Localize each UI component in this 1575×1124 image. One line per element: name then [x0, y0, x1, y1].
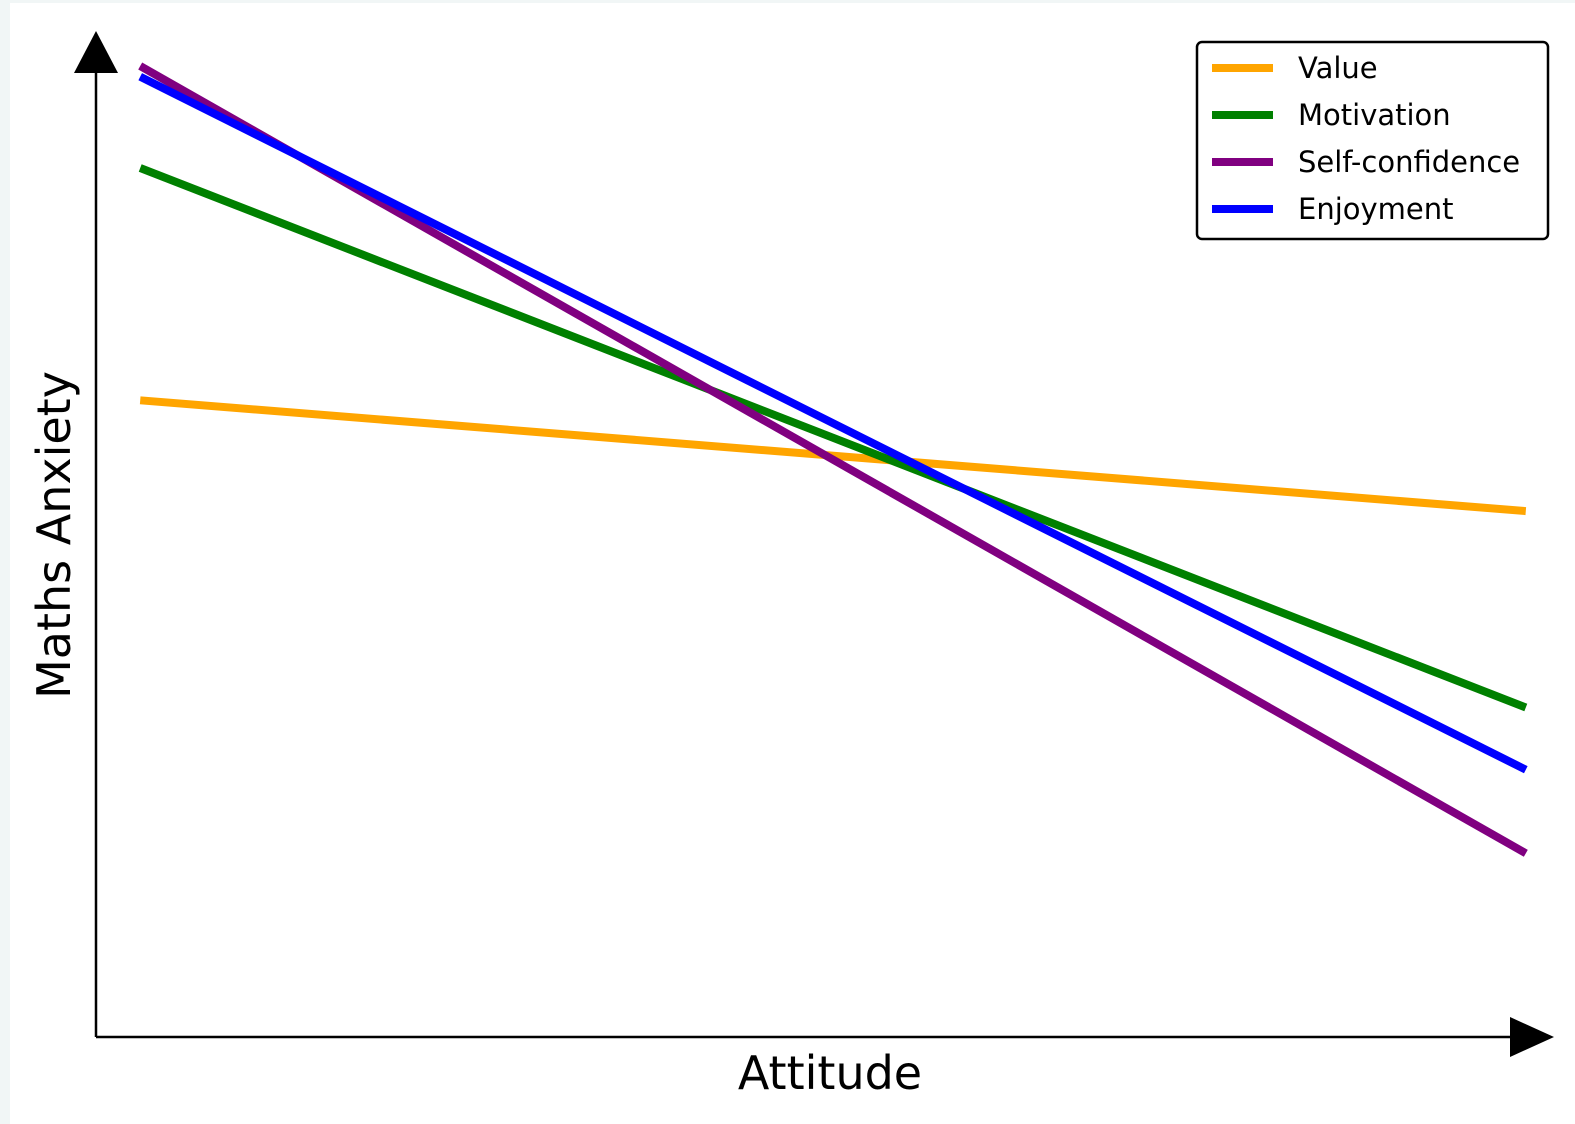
- x-axis-arrow-icon: [1510, 1017, 1554, 1057]
- legend: Value Motivation Self-confidence Enjoyment: [1195, 40, 1550, 241]
- legend-label-motivation: Motivation: [1298, 98, 1451, 132]
- series-line-self-confidence: [138, 62, 1528, 857]
- y-axis-label: Maths Anxiety: [27, 371, 81, 699]
- axes: [74, 31, 1554, 1057]
- x-axis-label: Attitude: [738, 1046, 922, 1100]
- legend-label-self-confidence: Self-confidence: [1298, 145, 1520, 179]
- line-chart: Attitude Maths Anxiety Value Motivation Se…: [27, 31, 1554, 1100]
- series-layer: [138, 62, 1528, 857]
- legend-items: Value Motivation Self-confidence Enjoyment: [1212, 51, 1520, 226]
- y-axis-arrow-icon: [74, 31, 118, 73]
- chart-canvas: Attitude Maths Anxiety Value Motivation Se…: [10, 3, 1575, 1124]
- legend-label-enjoyment: Enjoyment: [1298, 192, 1454, 226]
- series-line-motivation: [138, 164, 1528, 712]
- legend-label-value: Value: [1298, 51, 1378, 85]
- series-line-enjoyment: [138, 73, 1528, 774]
- legend-box: [1195, 40, 1550, 241]
